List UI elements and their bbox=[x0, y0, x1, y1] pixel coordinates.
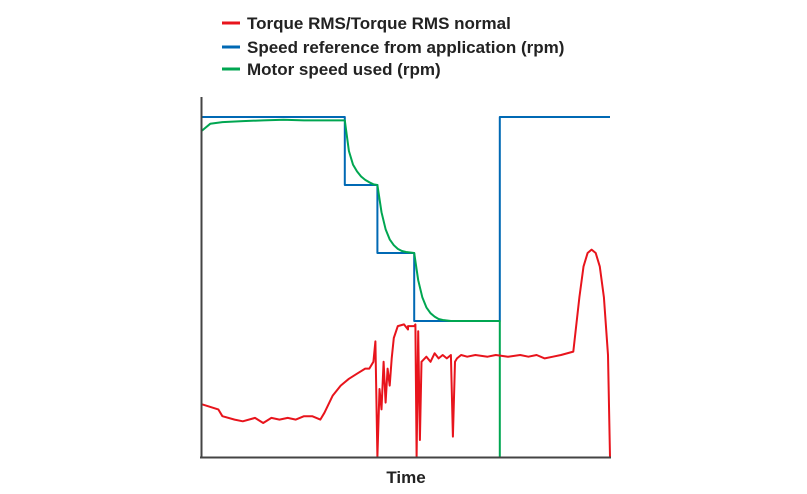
plot-area bbox=[201, 116, 611, 458]
legend: Torque RMS/Torque RMS normal Speed refer… bbox=[222, 14, 564, 79]
legend-label-motor-speed: Motor speed used (rpm) bbox=[247, 60, 441, 79]
series-line-torque bbox=[201, 248, 611, 458]
legend-entry-speed-reference: Speed reference from application (rpm) bbox=[222, 38, 564, 57]
series-line-speed-reference bbox=[202, 116, 610, 322]
legend-label-torque: Torque RMS/Torque RMS normal bbox=[247, 14, 511, 33]
x-axis-label: Time bbox=[386, 468, 425, 487]
legend-entry-torque: Torque RMS/Torque RMS normal bbox=[222, 14, 511, 33]
series-line-motor-speed bbox=[201, 118, 501, 457]
legend-entry-motor-speed: Motor speed used (rpm) bbox=[222, 60, 441, 79]
legend-label-speed-reference: Speed reference from application (rpm) bbox=[247, 38, 564, 57]
